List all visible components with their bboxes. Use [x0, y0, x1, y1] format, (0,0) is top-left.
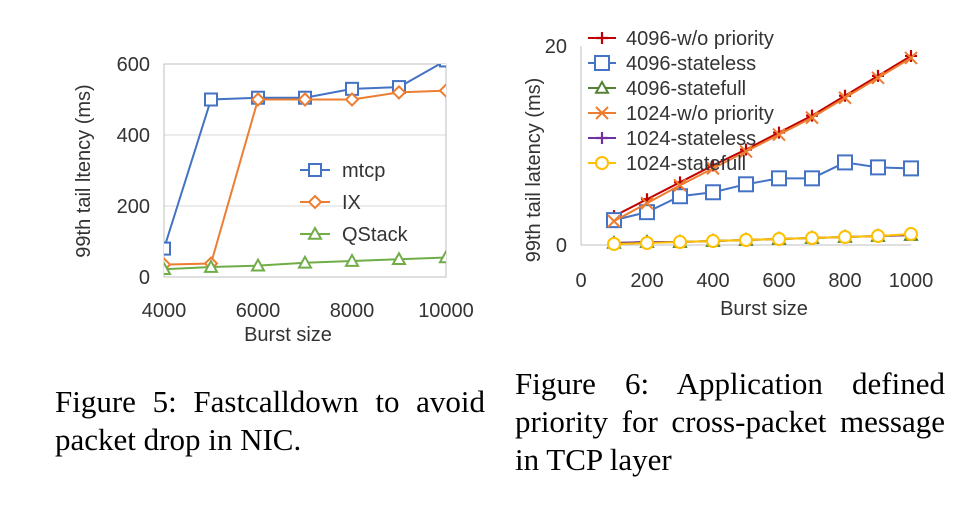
figure-5-caption: Figure 5: Fastcalldown to avoid packet d…	[55, 384, 485, 457]
data-point	[203, 259, 219, 273]
y-tick-label: 200	[117, 196, 150, 218]
legend: mtcp IX QStack	[300, 160, 409, 246]
data-point	[164, 261, 172, 275]
data-point	[344, 252, 360, 267]
plot-frame	[163, 63, 447, 278]
figure-6-caption: Figure 6: Application defined priority f…	[515, 366, 945, 477]
legend-marker	[307, 194, 323, 210]
x-axis-label: Burst size	[244, 324, 332, 346]
data-point	[297, 92, 313, 107]
data-point	[344, 92, 360, 107]
series-ix	[164, 83, 446, 272]
data-point	[438, 249, 446, 264]
data-point	[250, 257, 266, 272]
y-tick-label: 600	[117, 54, 150, 76]
y-tick-label: 0	[139, 267, 150, 289]
legend-label: QStack	[342, 224, 409, 246]
data-point	[438, 83, 446, 99]
legend-marker	[308, 163, 322, 177]
data-point	[204, 92, 218, 107]
legend-label: mtcp	[342, 160, 385, 182]
plot-area	[164, 64, 446, 275]
x-tick-label: 10000	[418, 300, 474, 322]
x-tick-label: 8000	[330, 300, 375, 322]
data-point	[164, 241, 171, 256]
data-point	[439, 64, 446, 68]
y-axis-label: 99th tail ltency (ms)	[73, 84, 95, 257]
legend-label: IX	[342, 192, 361, 214]
legend-marker	[307, 225, 323, 240]
x-tick-label: 6000	[236, 300, 281, 322]
series-qstack	[164, 249, 446, 275]
data-point	[391, 251, 407, 266]
data-point	[391, 84, 407, 100]
y-tick-label: 400	[117, 125, 150, 147]
x-tick-label: 4000	[142, 300, 187, 322]
data-point	[297, 254, 313, 269]
series-mtcp	[164, 64, 446, 256]
data-point	[250, 92, 266, 107]
